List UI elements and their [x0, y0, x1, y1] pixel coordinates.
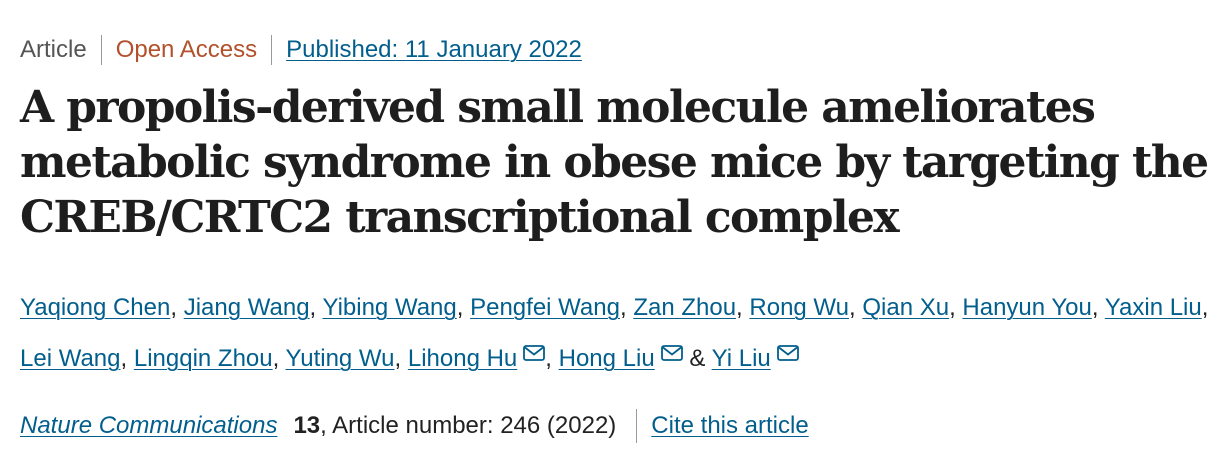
author-item: Yaxin Liu	[1105, 294, 1202, 321]
author-item: Hanyun You	[962, 294, 1091, 321]
author-separator: ,	[309, 294, 323, 321]
article-number: , Article number: 246 (2022)	[320, 412, 617, 439]
citation-divider	[636, 409, 638, 443]
mail-icon[interactable]	[776, 345, 799, 361]
meta-divider	[100, 35, 102, 65]
author-link[interactable]: Yuting Wu	[285, 345, 395, 372]
author-separator: ,	[1201, 294, 1209, 321]
author-separator: ,	[170, 294, 184, 321]
author-separator: ,	[619, 294, 634, 321]
author-separator: ,	[394, 345, 408, 372]
author-link[interactable]: Lei Wang	[20, 345, 121, 372]
author-separator: &	[682, 345, 712, 372]
author-item: Lei Wang	[20, 345, 121, 372]
author-item: Pengfei Wang	[470, 294, 620, 321]
author-separator: ,	[545, 345, 559, 372]
author-item: Lihong Hu	[407, 345, 546, 372]
author-link[interactable]: Hanyun You	[962, 294, 1092, 321]
journal-volume: 13	[293, 412, 321, 439]
author-separator: ,	[736, 294, 750, 321]
author-link[interactable]: Lihong Hu	[407, 345, 518, 372]
author-link[interactable]: Yibing Wang	[322, 294, 457, 321]
author-item: Lingqin Zhou	[134, 345, 273, 372]
meta-divider	[271, 35, 273, 65]
author-item: Yibing Wang	[322, 294, 456, 321]
mail-icon[interactable]	[660, 345, 683, 361]
article-type: Article	[20, 36, 87, 63]
author-list: Yaqiong Chen, Jiang Wang, Yibing Wang, P…	[20, 282, 1210, 384]
author-link[interactable]: Jiang Wang	[183, 294, 310, 321]
author-separator: ,	[456, 294, 471, 321]
author-item: Zan Zhou	[633, 294, 736, 321]
author-item: Yi Liu	[712, 345, 799, 372]
author-item: Jiang Wang	[184, 294, 310, 321]
author-separator: ,	[272, 345, 286, 372]
author-separator: ,	[120, 345, 134, 372]
author-item: Rong Wu	[749, 294, 849, 321]
author-item: Qian Xu	[862, 294, 949, 321]
mail-icon[interactable]	[523, 345, 546, 361]
author-item: Hong Liu	[559, 345, 683, 372]
open-access-badge: Open Access	[115, 36, 258, 63]
author-link[interactable]: Yaqiong Chen	[20, 294, 171, 321]
author-link[interactable]: Pengfei Wang	[470, 294, 620, 321]
author-link[interactable]: Yaxin Liu	[1104, 294, 1202, 321]
author-item: Yaqiong Chen	[20, 294, 170, 321]
article-meta: Article Open Access Published: 11 Januar…	[20, 32, 582, 68]
citation-row: Nature Communications 13 , Article numbe…	[20, 407, 809, 445]
published-date-link[interactable]: Published: 11 January 2022	[286, 36, 582, 63]
cite-this-article-link[interactable]: Cite this article	[651, 412, 809, 439]
author-separator: ,	[949, 294, 963, 321]
author-link[interactable]: Qian Xu	[862, 294, 950, 321]
author-link[interactable]: Zan Zhou	[633, 294, 737, 321]
author-separator: ,	[849, 294, 863, 321]
author-item: Yuting Wu	[286, 345, 395, 372]
article-title: A propolis-derived small molecule amelio…	[20, 82, 1209, 243]
author-link[interactable]: Rong Wu	[749, 294, 849, 321]
author-link[interactable]: Hong Liu	[558, 345, 655, 372]
author-link[interactable]: Lingqin Zhou	[133, 345, 273, 372]
author-separator: ,	[1091, 294, 1105, 321]
author-link[interactable]: Yi Liu	[711, 345, 771, 372]
journal-link[interactable]: Nature Communications	[20, 412, 278, 439]
